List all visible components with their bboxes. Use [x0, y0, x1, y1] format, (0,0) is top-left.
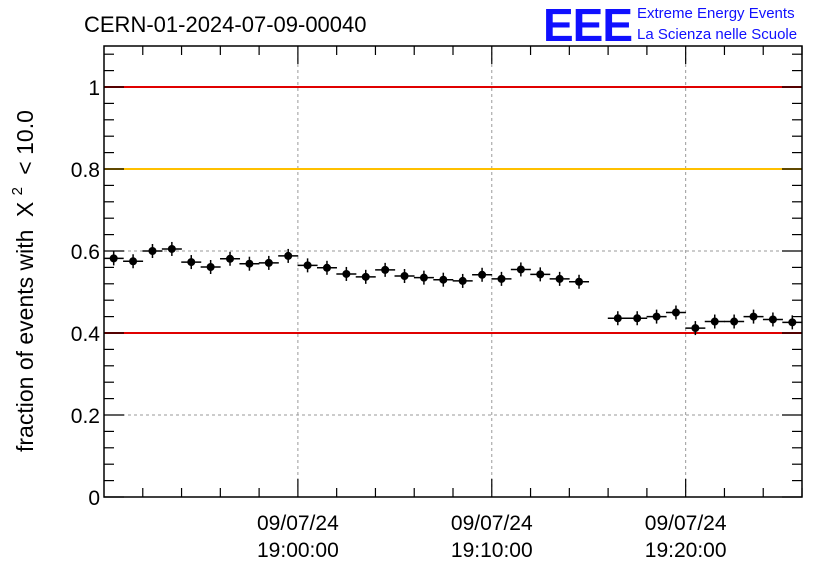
- data-point: [704, 314, 725, 329]
- y-tick-label: 0: [88, 487, 100, 510]
- y-axis-label-exponent: 2: [9, 187, 26, 195]
- data-point: [297, 258, 318, 273]
- marker: [187, 258, 196, 267]
- marker: [342, 269, 351, 278]
- marker: [613, 314, 622, 323]
- marker: [652, 312, 661, 321]
- data-points: [103, 241, 803, 336]
- marker: [284, 251, 293, 260]
- marker: [148, 247, 157, 255]
- x-tick-label: 19:20:00: [645, 539, 727, 562]
- marker: [671, 308, 680, 317]
- marker: [129, 257, 138, 266]
- data-point: [433, 272, 454, 287]
- y-axis-label-text: fraction of events with: [12, 230, 38, 452]
- marker: [768, 315, 777, 324]
- data-point: [258, 255, 279, 270]
- marker: [497, 274, 506, 283]
- logo-line-1: Extreme Energy Events: [637, 5, 795, 22]
- marker: [458, 276, 467, 285]
- data-point: [142, 244, 163, 258]
- data-point: [530, 267, 551, 282]
- marker: [109, 254, 118, 263]
- y-tick-label: 0.6: [71, 241, 100, 264]
- axes: 0 0.2 0.4 0.6 0.8 1 09/07/24 19:00:00 09/07/24 19…: [71, 46, 803, 562]
- marker: [730, 317, 739, 326]
- data-point: [607, 311, 628, 326]
- marker: [691, 324, 700, 333]
- y-tick-label: 1: [88, 77, 100, 100]
- marker: [478, 270, 487, 279]
- data-point: [355, 269, 376, 284]
- data-point: [491, 271, 512, 286]
- data-point: [413, 270, 434, 285]
- data-point: [549, 271, 570, 286]
- data-point: [200, 259, 221, 274]
- marker: [264, 258, 273, 267]
- data-point: [239, 256, 260, 271]
- data-point: [627, 311, 648, 326]
- data-point: [782, 315, 803, 330]
- reference-lines: [104, 86, 802, 334]
- data-point: [452, 273, 473, 288]
- data-point: [665, 305, 686, 320]
- marker: [516, 265, 525, 274]
- marker: [303, 261, 312, 270]
- data-point: [646, 309, 667, 324]
- marker: [400, 272, 409, 281]
- marker: [633, 314, 642, 323]
- data-point: [510, 262, 531, 277]
- logo-letters: EEE: [543, 0, 632, 51]
- data-point: [762, 312, 783, 327]
- marker: [381, 265, 390, 274]
- data-point: [123, 254, 144, 269]
- data-point: [724, 314, 745, 329]
- data-point: [394, 269, 415, 284]
- marker: [419, 273, 428, 282]
- marker: [536, 270, 545, 279]
- chart-title: CERN-01-2024-07-09-00040: [84, 12, 367, 37]
- marker: [322, 263, 331, 272]
- marker: [710, 317, 719, 326]
- x-tick-label: 19:10:00: [451, 539, 533, 562]
- x-tick-date: 09/07/24: [645, 512, 727, 535]
- marker: [245, 259, 254, 268]
- data-point: [103, 251, 124, 266]
- y-axis-label: fraction of events with X 2 < 10.0: [1, 110, 38, 452]
- x-tick-label: 19:00:00: [257, 539, 339, 562]
- y-axis-label-tail: < 10.0: [12, 110, 38, 175]
- data-point: [569, 274, 590, 289]
- marker: [361, 272, 370, 281]
- eee-logo: EEE Extreme Energy Events La Scienza nel…: [543, 0, 797, 51]
- y-tick-label: 0.8: [71, 159, 100, 182]
- data-point: [278, 248, 299, 263]
- data-point: [181, 255, 202, 270]
- marker: [749, 312, 758, 321]
- x-tick-date: 09/07/24: [451, 512, 533, 535]
- data-point: [743, 309, 764, 324]
- data-point: [472, 267, 493, 282]
- y-tick-label: 0.2: [71, 405, 100, 428]
- marker: [167, 244, 176, 253]
- grid: [104, 46, 802, 498]
- data-point: [685, 321, 706, 336]
- data-point: [161, 241, 182, 256]
- y-tick-label: 0.4: [71, 323, 101, 346]
- x-tick-date: 09/07/24: [257, 512, 339, 535]
- data-point: [375, 262, 396, 277]
- marker: [788, 318, 797, 327]
- marker: [575, 277, 584, 286]
- data-point: [336, 266, 357, 281]
- marker: [226, 254, 235, 263]
- marker: [555, 274, 564, 283]
- marker: [206, 262, 215, 271]
- logo-line-2: La Scienza nelle Scuole: [637, 26, 797, 43]
- data-point: [316, 260, 337, 275]
- y-axis-label-symbol: X: [12, 202, 38, 217]
- marker: [439, 275, 448, 284]
- plot-frame: [103, 45, 803, 498]
- data-point: [220, 251, 241, 266]
